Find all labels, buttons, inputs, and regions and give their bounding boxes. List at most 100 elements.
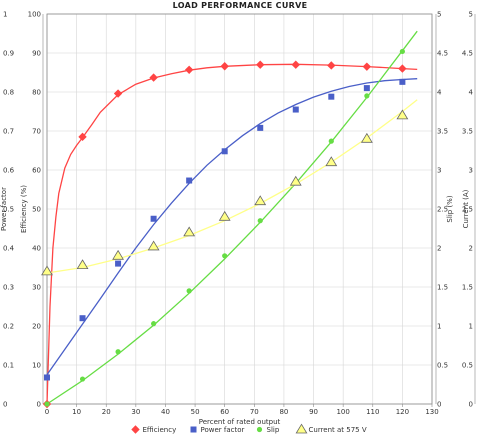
slip-tick-label: 2.5 <box>437 206 448 214</box>
power-factor-tick-label: 0.5 <box>3 206 14 214</box>
current-tick-label: 4 <box>469 89 474 97</box>
power-factor-point <box>150 215 157 222</box>
slip-point <box>364 93 370 99</box>
efficiency-point <box>149 73 158 82</box>
power-factor-tick-label: 0.7 <box>3 128 14 136</box>
efficiency-tick-label: 10 <box>32 362 41 370</box>
current-at-575-v-point <box>112 249 124 260</box>
slip-tick-label: 2 <box>437 245 441 253</box>
efficiency-point <box>362 62 372 71</box>
efficiency-tick-label: 60 <box>32 167 41 175</box>
power-factor-tick-label: 0.1 <box>3 362 14 370</box>
efficiency-tick-label: 70 <box>32 128 41 136</box>
legend-power-factor-marker <box>190 426 197 433</box>
power-factor-point <box>221 148 228 155</box>
x-tick-label: 20 <box>102 408 111 416</box>
x-tick-label: 100 <box>336 408 349 416</box>
efficiency-tick-label: 0 <box>37 401 41 409</box>
x-axis-label: Percent of rated output <box>199 418 281 426</box>
x-tick-label: 50 <box>191 408 200 416</box>
efficiency-point <box>256 60 265 69</box>
power-factor-tick-label: 0.9 <box>3 50 14 58</box>
x-tick-label: 10 <box>72 408 81 416</box>
x-tick-label: 80 <box>279 408 288 416</box>
current-at-575-v-point <box>360 132 373 143</box>
efficiency-point <box>291 60 300 69</box>
slip-point <box>399 48 405 55</box>
efficiency-tick-label: 90 <box>32 50 41 58</box>
marker-layer <box>41 48 409 409</box>
current-tick-label: 1 <box>469 323 473 331</box>
efficiency-point <box>398 64 407 73</box>
x-tick-label: 130 <box>425 408 438 416</box>
legend-power-factor-label: Power factor <box>201 426 245 434</box>
current-at-575-v-point <box>76 259 89 270</box>
efficiency-tick-label: 80 <box>32 89 41 97</box>
slip-tick-label: 1.5 <box>437 284 448 292</box>
current-at-575-v-point <box>254 195 267 206</box>
efficiency-curve <box>46 63 418 405</box>
slip-point <box>151 321 157 327</box>
power-factor-point <box>79 315 86 322</box>
current-at-575-v-point <box>396 109 409 120</box>
slip-tick-label: 3 <box>437 167 441 175</box>
efficiency-point <box>220 62 229 71</box>
efficiency-tick-label: 20 <box>32 323 41 331</box>
slip-axis-label: Slip (%) <box>446 195 454 222</box>
slip-point <box>79 376 86 382</box>
current-at-575-v-point <box>289 175 302 186</box>
power-factor-tick-label: 0.3 <box>3 284 14 292</box>
power-factor-point <box>292 106 299 113</box>
current-axis-label: Current (A) <box>462 189 470 228</box>
plot-frame <box>46 13 433 405</box>
slip-tick-label: 1 <box>437 323 441 331</box>
legend-slip-marker <box>256 426 263 433</box>
power-factor-tick-label: 0.4 <box>3 245 15 253</box>
power-factor-tick-label: 0.8 <box>3 89 14 97</box>
x-tick-label: 60 <box>220 408 229 416</box>
x-tick-label: 120 <box>396 408 409 416</box>
power-factor-tick-label: 0.2 <box>3 323 14 331</box>
current-tick-label: 3.5 <box>462 128 473 136</box>
x-tick-label: 70 <box>250 408 259 416</box>
slip-point <box>115 349 121 355</box>
current-tick-label: 2.5 <box>462 206 473 214</box>
power-factor-tick-label: 1 <box>3 11 7 19</box>
x-tick-label: 40 <box>161 408 170 416</box>
axes-layer: 0 10 20 30 40 50 60 70 80 90 100 110 120 13000.10.20.… <box>3 11 476 416</box>
slip-tick-label: 4 <box>437 89 442 97</box>
legend-slip-label: Slip <box>267 426 280 434</box>
slip-point <box>222 253 228 259</box>
legend-efficiency-label: Efficiency <box>143 426 177 434</box>
curve-layer <box>46 30 418 405</box>
legend: Efficiency Power factor Slip Current at 575… <box>131 423 367 434</box>
current-at-575-v-point <box>218 210 231 221</box>
slip-tick-label: 5 <box>437 11 441 19</box>
current-at-575-v-curve <box>46 99 418 274</box>
current-at-575-v-point <box>183 226 196 237</box>
power-factor-point <box>328 93 335 100</box>
power-factor-point <box>115 260 122 267</box>
efficiency-point <box>327 61 336 70</box>
slip-tick-label: 4.5 <box>437 50 448 58</box>
current-tick-label: 1.5 <box>462 284 473 292</box>
power-factor-point <box>44 374 50 381</box>
legend-efficiency-marker <box>131 425 140 434</box>
x-tick-label: 90 <box>309 408 318 416</box>
current-at-575-v-point <box>41 265 53 276</box>
slip-tick-label: 0 <box>437 401 441 409</box>
slip-point <box>44 401 50 407</box>
efficiency-point <box>184 65 194 74</box>
x-tick-label: 110 <box>366 408 379 416</box>
current-at-575-v-point <box>147 240 160 251</box>
current-tick-label: 5 <box>469 11 473 19</box>
x-tick-label: 0 <box>45 408 49 416</box>
power-factor-point <box>399 78 406 85</box>
current-at-575-v-point <box>325 156 338 167</box>
slip-tick-label: 3.5 <box>437 128 448 136</box>
power-factor-tick-label: 0.6 <box>3 167 15 175</box>
power-factor-tick-label: 0 <box>3 401 7 409</box>
power-factor-point <box>186 177 193 184</box>
slip-point <box>328 138 334 144</box>
